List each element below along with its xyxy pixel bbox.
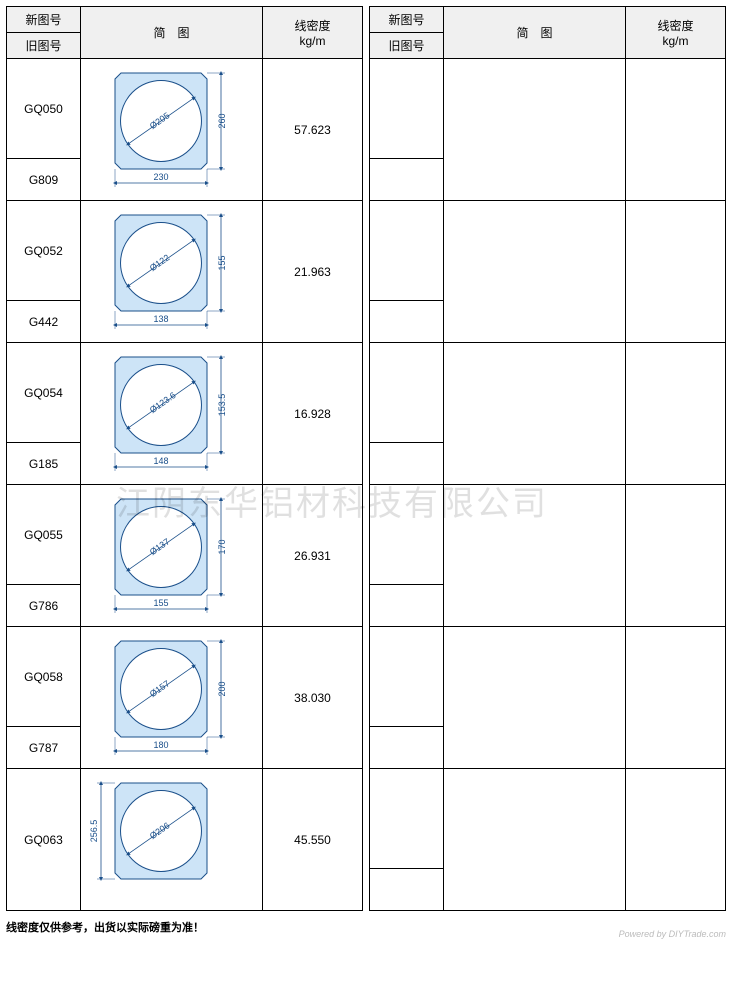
cell-density [626, 201, 726, 343]
cell-old-id: G809 [7, 159, 81, 201]
cell-density [626, 59, 726, 201]
cell-new-id: GQ054 [7, 343, 81, 443]
header-density: 线密度 kg/m [626, 7, 726, 59]
cell-sketch [444, 485, 626, 627]
header-sketch: 简 图 [81, 7, 263, 59]
cell-new-id [370, 343, 444, 443]
cell-new-id: GQ055 [7, 485, 81, 585]
cell-new-id: GQ058 [7, 627, 81, 727]
cell-new-id: GQ063 [7, 769, 81, 911]
powered-by: Powered by DIYTrade.com [619, 929, 726, 939]
cell-new-id [370, 201, 444, 301]
svg-text:200: 200 [217, 681, 227, 696]
cell-old-id: G786 [7, 585, 81, 627]
spec-table-right: 新图号 简 图 线密度 kg/m 旧图号 [369, 6, 726, 911]
cell-density [626, 769, 726, 911]
cell-old-id: G442 [7, 301, 81, 343]
cell-sketch: Ø122138155 [81, 201, 263, 343]
header-old-id: 旧图号 [370, 33, 444, 59]
svg-text:230: 230 [153, 172, 168, 182]
header-old-id: 旧图号 [7, 33, 81, 59]
cell-sketch: Ø206256.5 [81, 769, 263, 911]
header-new-id: 新图号 [7, 7, 81, 33]
svg-text:155: 155 [153, 598, 168, 608]
cell-new-id: GQ052 [7, 201, 81, 301]
cell-old-id: G185 [7, 443, 81, 485]
cell-old-id [370, 443, 444, 485]
cell-old-id [370, 869, 444, 911]
spec-table-left: 新图号 简 图 线密度 kg/m 旧图号 GQ050 Ø205230260 57… [6, 6, 363, 911]
header-density: 线密度 kg/m [263, 7, 363, 59]
cell-new-id [370, 485, 444, 585]
svg-text:260: 260 [217, 113, 227, 128]
cell-old-id [370, 301, 444, 343]
svg-text:138: 138 [153, 314, 168, 324]
svg-text:170: 170 [217, 539, 227, 554]
cell-density: 16.928 [263, 343, 363, 485]
svg-text:153.5: 153.5 [217, 393, 227, 416]
svg-text:155: 155 [217, 255, 227, 270]
cell-density: 21.963 [263, 201, 363, 343]
cell-old-id: G787 [7, 727, 81, 769]
header-new-id: 新图号 [370, 7, 444, 33]
cell-density: 57.623 [263, 59, 363, 201]
cell-old-id [370, 727, 444, 769]
cell-sketch: Ø123.6148153.5 [81, 343, 263, 485]
svg-text:256.5: 256.5 [89, 819, 99, 842]
cell-density: 26.931 [263, 485, 363, 627]
cell-sketch: Ø137155170 [81, 485, 263, 627]
cell-sketch [444, 769, 626, 911]
cell-sketch [444, 343, 626, 485]
cell-new-id [370, 59, 444, 159]
cell-old-id [370, 585, 444, 627]
cell-density [626, 627, 726, 769]
cell-new-id: GQ050 [7, 59, 81, 159]
cell-sketch [444, 59, 626, 201]
svg-text:180: 180 [153, 740, 168, 750]
cell-sketch [444, 627, 626, 769]
cell-sketch [444, 201, 626, 343]
cell-old-id [370, 159, 444, 201]
cell-new-id [370, 769, 444, 869]
cell-density [626, 343, 726, 485]
header-sketch: 简 图 [444, 7, 626, 59]
svg-text:148: 148 [153, 456, 168, 466]
cell-density: 38.030 [263, 627, 363, 769]
cell-density: 45.550 [263, 769, 363, 911]
cell-density [626, 485, 726, 627]
cell-sketch: Ø205230260 [81, 59, 263, 201]
cell-sketch: Ø157180200 [81, 627, 263, 769]
cell-new-id [370, 627, 444, 727]
